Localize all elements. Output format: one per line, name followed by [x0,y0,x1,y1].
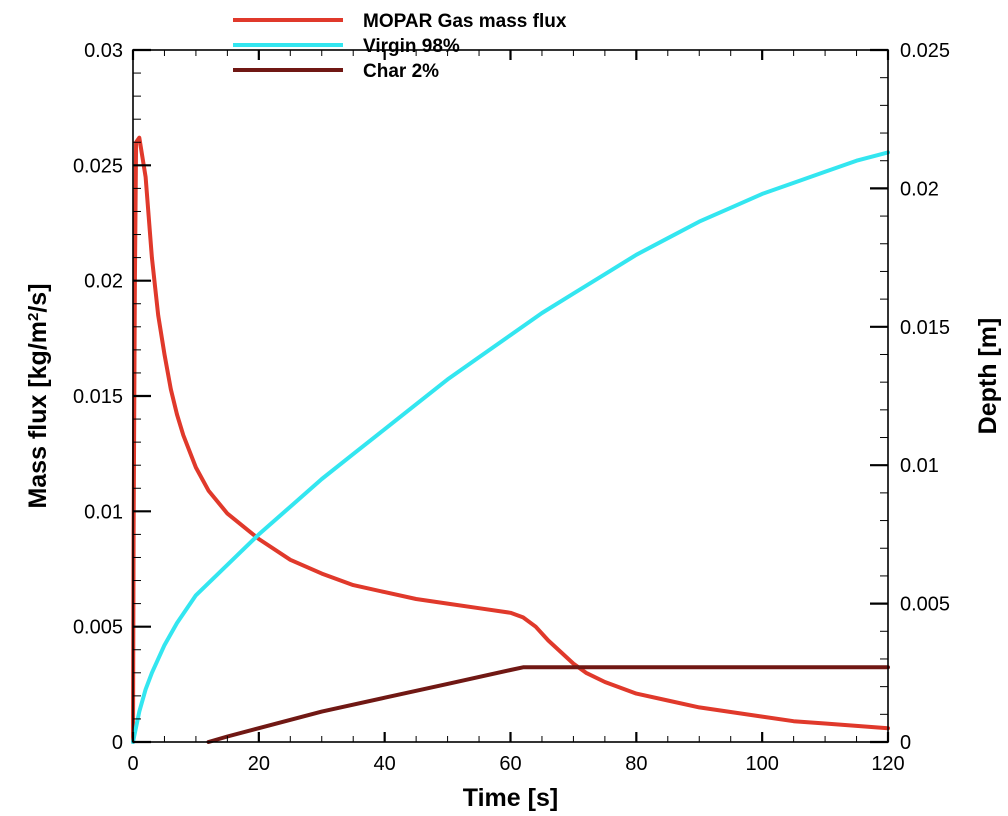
series-layer [131,135,890,744]
x-tick-label: 40 [374,753,396,775]
legend: MOPAR Gas mass flux Virgin 98% Char 2% [233,11,567,82]
y-right-tick-label: 0.005 [900,594,950,616]
y-left-tick-label: 0.025 [73,155,123,177]
x-tick-label: 0 [127,753,138,775]
y-right-tick-label: 0 [900,732,911,754]
x-tick-label: 120 [871,753,904,775]
y-axis-title-left-prefix: Mass flux [kg/m [24,321,52,509]
y-left-tick-label: 0.03 [84,40,123,62]
x-tick-label: 80 [625,753,647,775]
legend-label-1: Virgin 98% [363,36,460,57]
series-line-0 [131,135,890,744]
legend-label-2: Char 2% [363,61,439,82]
y-right-tick-label: 0.025 [900,40,950,62]
y-left-tick-label: 0.015 [73,386,123,408]
x-axis-title: Time [s] [463,784,558,812]
y-axis-title-left: Mass flux [kg/m2/s] [24,283,52,508]
y-axis-title-right: Depth [m] [974,318,1002,435]
legend-label-0: MOPAR Gas mass flux [363,11,567,32]
x-tick-label: 20 [248,753,270,775]
y-left-tick-label: 0.01 [84,501,123,523]
y-right-tick-label: 0.01 [900,455,939,477]
y-left-tick-label: 0 [112,732,123,754]
plot-frame [132,49,889,743]
y-right-tick-label: 0.015 [900,317,950,339]
x-tick-label: 60 [499,753,521,775]
series-line-1 [131,150,890,744]
y-right-tick-label: 0.02 [900,178,939,200]
y-left-tick-label: 0.005 [73,617,123,639]
y-axis-title-left-suffix: /s] [24,283,52,312]
axes-layer: 0 20 40 60 80 100 12000.0050.010.0150.020.0250… [73,40,950,775]
x-tick-label: 100 [745,753,778,775]
y-left-tick-label: 0.02 [84,271,123,293]
y-axis-title-left-sup: 2 [25,313,42,321]
series-line-2 [206,665,890,744]
